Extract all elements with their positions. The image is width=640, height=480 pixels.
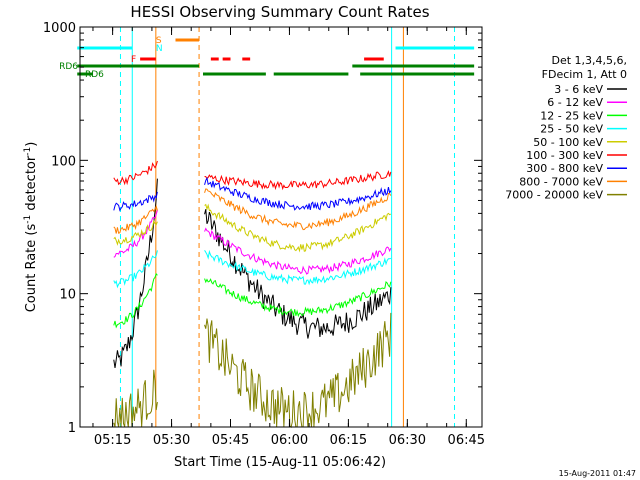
y-axis-label-mid: detector: [24, 155, 39, 215]
series-layer: [113, 160, 392, 428]
legend-entry-label: 50 - 100 keV: [533, 136, 603, 149]
x-tick-label: 06:00: [271, 433, 308, 448]
series-line: [113, 272, 158, 329]
flag-label-flare: F: [131, 55, 136, 65]
legend-entry-label: 300 - 800 keV: [526, 162, 603, 175]
y-axis-label-sup1: -1: [23, 215, 33, 224]
series-line: [204, 278, 392, 318]
y-axis-label: Count Rate (s-1 detector-1): [23, 142, 39, 313]
x-tick-label: 05:30: [153, 433, 190, 448]
legend-header-line-2: FDecim 1, Att 0: [542, 68, 627, 81]
series-line: [113, 160, 158, 186]
flags-layer: SN F RD6 RD6: [59, 36, 475, 80]
series-line: [113, 219, 158, 246]
x-axis-label: Start Time (15-Aug-11 05:06:42): [174, 455, 386, 470]
y-tick-label: 1000: [43, 21, 76, 36]
x-tick-label: 06:45: [448, 433, 485, 448]
x-tick-label: 06:15: [330, 433, 367, 448]
legend-entry-label: 12 - 25 keV: [540, 109, 603, 122]
legend-entry-label: 7000 - 20000 keV: [505, 189, 603, 202]
legend-header-line-1: Det 1,3,4,5,6,: [551, 54, 627, 67]
series-line: [113, 178, 158, 368]
flag-label-saa: S: [156, 36, 162, 46]
series-line: [204, 188, 392, 231]
y-axis-label-end: ): [24, 142, 39, 147]
y-axis-label-sup2: -1: [23, 147, 33, 156]
series-line: [113, 250, 158, 289]
flag-label-rd6_b: RD6: [85, 70, 104, 80]
legend-entry-label: 3 - 6 keV: [554, 83, 603, 96]
series-line: [204, 312, 392, 428]
y-tick-label: 10: [59, 288, 76, 303]
legend-entry-label: 25 - 50 keV: [540, 123, 603, 136]
series-line: [204, 203, 392, 253]
y-tick-label: 1: [68, 421, 76, 436]
y-axis-ticks: 1 10 100 1000: [43, 21, 482, 436]
series-line: [113, 204, 158, 234]
y-axis-label-main: Count Rate (s: [24, 224, 39, 313]
series-line: [113, 191, 158, 212]
legend-entry-label: 100 - 300 keV: [526, 149, 603, 162]
series-line: [204, 176, 392, 211]
legend-entry-label: 800 - 7000 keV: [519, 175, 603, 188]
chart-title: HESSI Observing Summary Count Rates: [130, 3, 429, 21]
series-line: [204, 209, 392, 339]
plot-frame: [79, 26, 483, 428]
series-line: [204, 169, 392, 191]
series-line: [113, 210, 158, 258]
x-tick-label: 06:30: [389, 433, 426, 448]
flag-label-night: N: [156, 44, 163, 54]
legend-entry-label: 6 - 12 keV: [547, 96, 603, 109]
y-tick-label: 100: [51, 154, 76, 169]
series-line: [204, 249, 391, 286]
plot-area: [119, 27, 455, 427]
x-axis-ticks: 05:15 05:30 05:45 06:00 06:15 06:30 06:45: [92, 27, 485, 448]
flag-label-rd6_a: RD6: [59, 62, 78, 72]
timestamp: 15-Aug-2011 01:47: [559, 469, 636, 478]
series-line: [204, 227, 392, 275]
legend: Det 1,3,4,5,6, FDecim 1, Att 0 3 - 6 keV…: [505, 54, 627, 202]
x-tick-label: 05:45: [212, 433, 249, 448]
x-tick-label: 05:15: [94, 433, 131, 448]
